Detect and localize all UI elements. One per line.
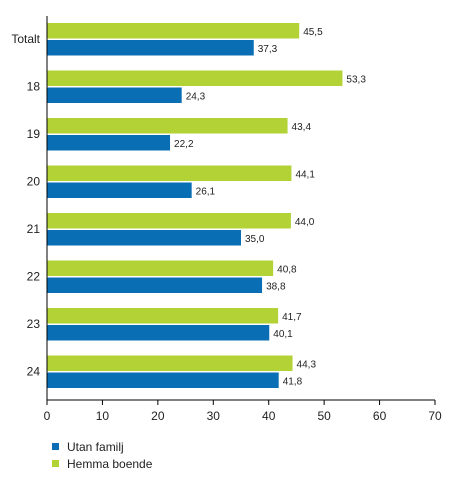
bar-utan-familj-21	[47, 230, 241, 246]
category-label-totalt: Totalt	[11, 32, 40, 46]
bar-hemma-boende-23	[47, 308, 279, 324]
bar-hemma-boende-totalt	[47, 23, 300, 39]
legend-item-utan-familj: Utan familj	[52, 438, 152, 455]
category-label-19: 19	[27, 127, 41, 141]
chart-legend: Utan familj Hemma boende	[52, 438, 152, 472]
legend-swatch-hemma-boende	[52, 460, 59, 467]
data-label-hemma-boende-23: 41,7	[282, 312, 302, 323]
bar-utan-familj-19	[47, 135, 171, 151]
bar-utan-familj-22	[47, 277, 263, 293]
data-label-utan-familj-22: 38,8	[266, 281, 286, 292]
category-label-21: 21	[27, 222, 41, 236]
data-label-utan-familj-21: 35,0	[245, 234, 265, 245]
data-label-utan-familj-23: 40,1	[273, 329, 293, 340]
x-tick-label-10: 10	[96, 409, 110, 423]
data-label-utan-familj-18: 24,3	[186, 91, 206, 102]
x-tick-label-50: 50	[317, 409, 331, 423]
bar-hemma-boende-18	[47, 70, 343, 86]
bar-hemma-boende-22	[47, 260, 274, 276]
category-label-22: 22	[27, 270, 41, 284]
x-tick-label-40: 40	[262, 409, 276, 423]
bar-hemma-boende-19	[47, 118, 288, 134]
data-label-utan-familj-20: 26,1	[196, 186, 216, 197]
bar-utan-familj-20	[47, 182, 192, 198]
legend-item-hemma-boende: Hemma boende	[52, 455, 152, 472]
category-label-20: 20	[27, 175, 41, 189]
bar-utan-familj-23	[47, 325, 270, 341]
data-label-hemma-boende-19: 43,4	[292, 122, 312, 133]
data-label-hemma-boende-20: 44,1	[295, 169, 315, 180]
data-label-utan-familj-totalt: 37,3	[258, 44, 278, 55]
category-label-18: 18	[27, 80, 41, 94]
category-label-23: 23	[27, 317, 41, 331]
bar-utan-familj-18	[47, 87, 182, 103]
x-tick-label-20: 20	[151, 409, 165, 423]
data-label-utan-familj-19: 22,2	[174, 139, 194, 150]
bar-hemma-boende-20	[47, 165, 292, 181]
bar-hemma-boende-24	[47, 355, 293, 371]
legend-label-utan-familj: Utan familj	[67, 439, 124, 454]
x-tick-label-0: 0	[44, 409, 51, 423]
legend-swatch-utan-familj	[52, 443, 59, 450]
x-tick-label-70: 70	[428, 409, 442, 423]
bar-utan-familj-24	[47, 372, 279, 388]
bar-hemma-boende-21	[47, 213, 291, 229]
category-label-24: 24	[27, 365, 41, 379]
legend-label-hemma-boende: Hemma boende	[67, 456, 153, 471]
data-label-hemma-boende-18: 53,3	[346, 74, 366, 85]
data-label-hemma-boende-24: 44,3	[297, 359, 317, 370]
data-label-hemma-boende-21: 44,0	[295, 217, 315, 228]
data-label-hemma-boende-22: 40,8	[277, 264, 297, 275]
x-tick-label-30: 30	[207, 409, 221, 423]
x-tick-label-60: 60	[373, 409, 387, 423]
bar-utan-familj-totalt	[47, 40, 254, 56]
data-label-utan-familj-24: 41,8	[283, 376, 303, 387]
data-label-hemma-boende-totalt: 45,5	[303, 27, 323, 38]
